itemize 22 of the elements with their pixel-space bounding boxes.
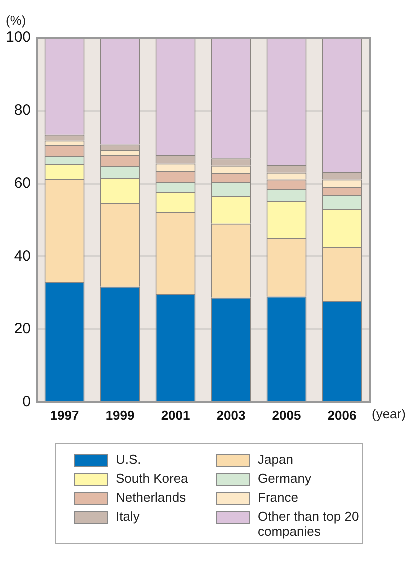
y-tick-label: 100 bbox=[6, 29, 32, 46]
x-tick-label: 2005 bbox=[272, 408, 302, 423]
legend-label: Germany bbox=[258, 471, 312, 486]
legend-label: Netherlands bbox=[116, 490, 186, 505]
legend-label: South Korea bbox=[116, 471, 188, 486]
legend-label: France bbox=[258, 490, 298, 505]
y-tick-label: 0 bbox=[22, 394, 32, 411]
y-tick-label: 60 bbox=[14, 174, 32, 192]
legend-label: Other than top 20 companies bbox=[258, 509, 360, 539]
x-tick-label: 2001 bbox=[161, 408, 190, 423]
x-tick-label: 2006 bbox=[328, 408, 357, 423]
x-tick-label: 2003 bbox=[216, 408, 246, 423]
x-axis-title: (year) bbox=[372, 406, 406, 422]
y-tick-label: 80 bbox=[14, 102, 32, 120]
legend-label: U.S. bbox=[116, 452, 142, 467]
x-tick-label: 1997 bbox=[50, 408, 80, 423]
legend-label: Japan bbox=[258, 452, 294, 467]
y-axis-title: (%) bbox=[6, 13, 26, 28]
x-tick-label: 1999 bbox=[106, 408, 135, 423]
y-tick-label: 20 bbox=[14, 320, 32, 338]
y-tick-label: 40 bbox=[14, 248, 32, 265]
legend-label: Italy bbox=[116, 509, 140, 524]
